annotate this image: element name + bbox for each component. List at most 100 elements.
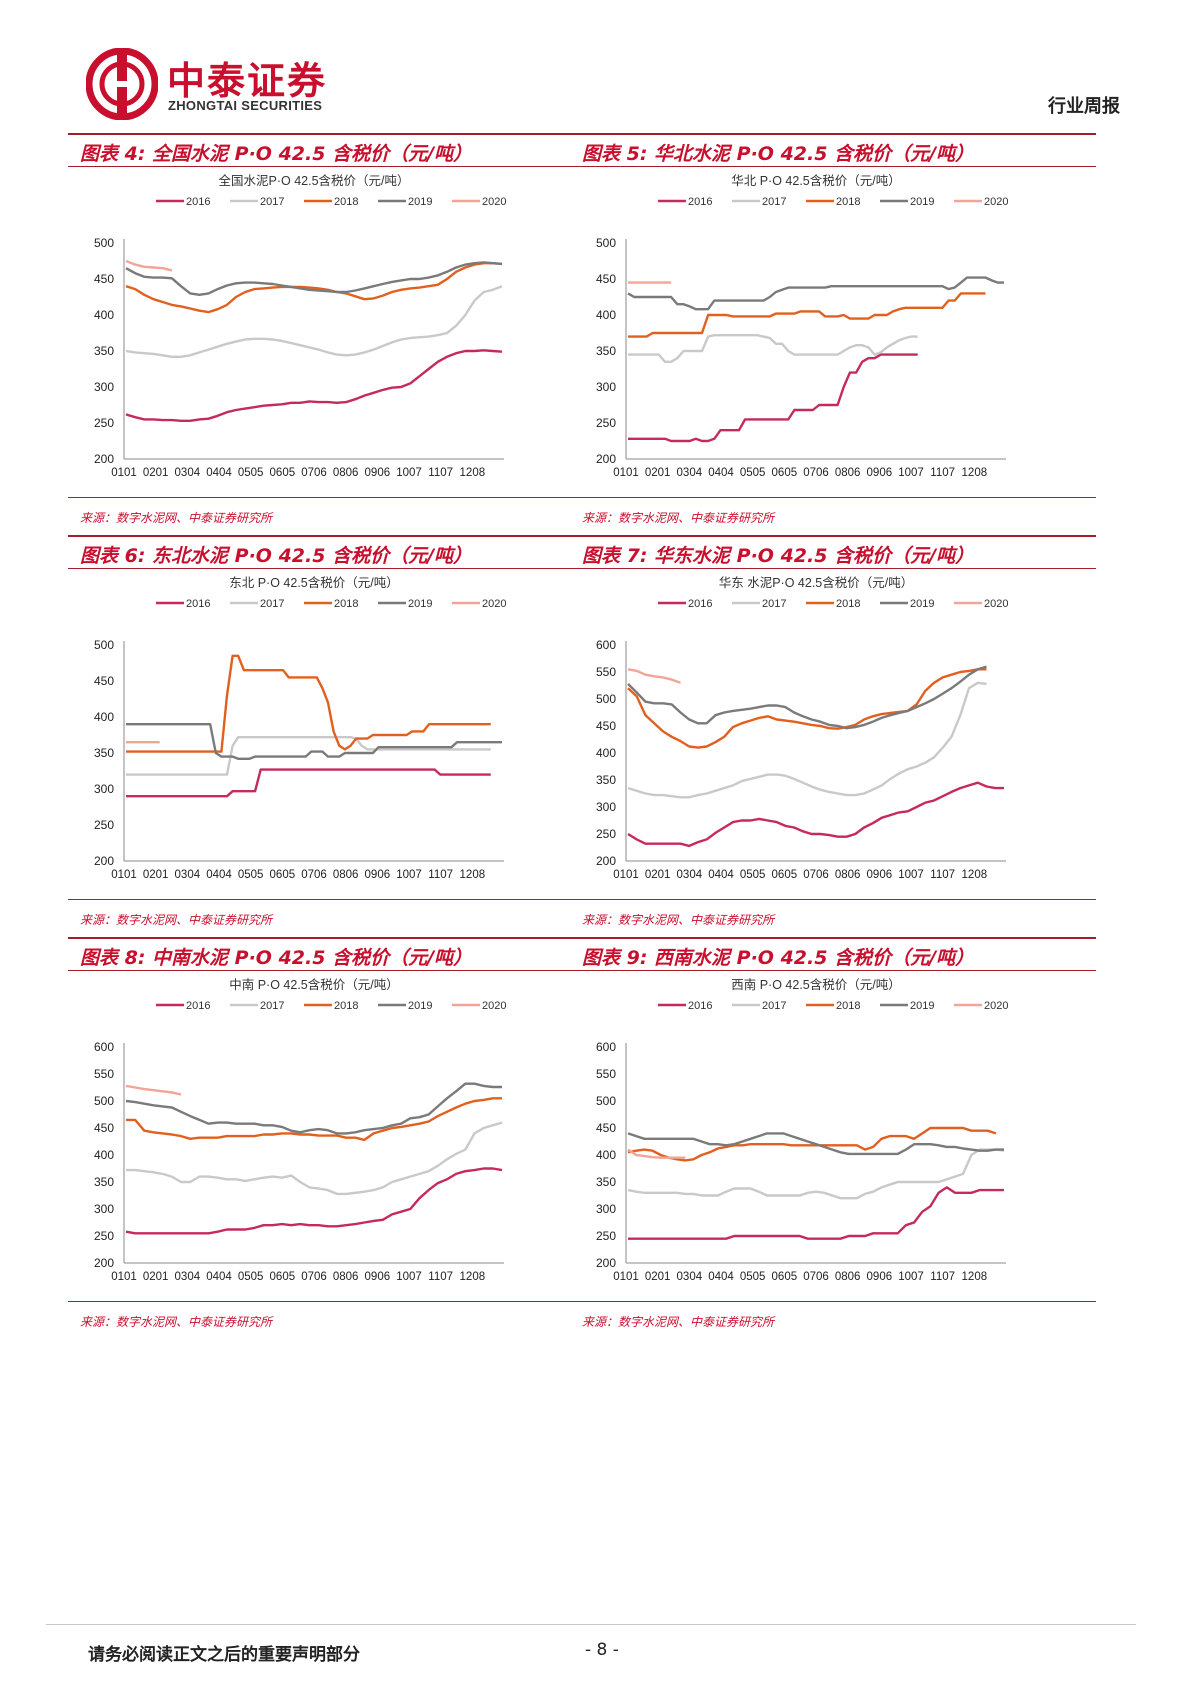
legend-label-2016: 2016: [186, 598, 210, 610]
legend-label-2017: 2017: [260, 196, 284, 208]
source-note: 来源：数字水泥网、中泰证券研究所: [80, 511, 273, 525]
source-divider: [570, 899, 1096, 900]
panel-title: 图表 9: 西南水泥 P·O 42.5 含税价（元/吨）: [582, 947, 975, 969]
x-tick-label: 0706: [803, 869, 829, 881]
series-line-2016: [628, 1186, 1004, 1240]
x-tick-label: 0505: [238, 869, 264, 881]
y-tick-label: 600: [596, 638, 616, 652]
legend-label-2018: 2018: [836, 598, 860, 610]
x-tick-label: 1107: [428, 467, 453, 479]
brand-name-cn: 中泰证券: [167, 59, 328, 103]
legend-label-2017: 2017: [260, 1000, 284, 1012]
y-tick-label: 250: [94, 1229, 114, 1243]
x-tick-label: 0806: [333, 869, 359, 881]
legend-label-2020: 2020: [984, 196, 1008, 208]
y-tick-label: 400: [94, 308, 114, 322]
x-tick-label: 1007: [898, 467, 924, 479]
x-tick-label: 1208: [962, 467, 988, 479]
source-divider: [570, 497, 1096, 498]
x-tick-label: 0201: [143, 869, 169, 881]
x-tick-label: 1208: [962, 869, 988, 881]
legend-label-2020: 2020: [984, 1000, 1008, 1012]
legend-label-2016: 2016: [186, 1000, 210, 1012]
x-tick-label: 0304: [677, 869, 703, 881]
x-tick-label: 0505: [238, 467, 264, 479]
y-tick-label: 200: [596, 1256, 616, 1270]
y-tick-label: 450: [94, 272, 114, 286]
x-tick-label: 0201: [143, 467, 169, 479]
legend-label-2019: 2019: [910, 598, 934, 610]
x-tick-label: 0906: [365, 1271, 391, 1283]
x-tick-label: 0706: [803, 1271, 829, 1283]
x-tick-label: 0404: [708, 1271, 734, 1283]
panel-title: 图表 8: 中南水泥 P·O 42.5 含税价（元/吨）: [80, 947, 473, 969]
x-tick-label: 1208: [460, 1271, 486, 1283]
source-note: 来源：数字水泥网、中泰证券研究所: [582, 511, 775, 525]
y-tick-label: 550: [94, 1067, 114, 1081]
x-tick-label: 0201: [645, 467, 671, 479]
y-tick-label: 300: [94, 380, 114, 394]
source-note: 来源：数字水泥网、中泰证券研究所: [80, 1315, 273, 1329]
y-tick-label: 500: [94, 1094, 114, 1108]
panel-title-bar: 图表 5: 华北水泥 P·O 42.5 含税价（元/吨）: [570, 133, 1096, 167]
x-tick-label: 0101: [613, 869, 639, 881]
x-tick-label: 0304: [175, 1271, 201, 1283]
chart-panel-north: 图表 5: 华北水泥 P·O 42.5 含税价（元/吨） 华北 P·O 42.5…: [570, 133, 1096, 543]
y-tick-label: 400: [94, 1148, 114, 1162]
x-tick-label: 0806: [333, 467, 359, 479]
line-chart-central-south: 中南 P·O 42.5含税价（元/吨） 2016 2017 2018 2019 2020 2…: [94, 977, 507, 1283]
y-tick-label: 250: [94, 416, 114, 430]
y-tick-label: 500: [94, 236, 114, 250]
legend-label-2018: 2018: [836, 1000, 860, 1012]
legend-label-2020: 2020: [984, 598, 1008, 610]
x-tick-label: 1208: [460, 467, 486, 479]
line-chart-national: 全国水泥P·O 42.5含税价（元/吨） 2016 2017 2018 2019 2020…: [94, 173, 507, 479]
x-tick-label: 0304: [175, 869, 201, 881]
series-line-2018: [628, 292, 986, 338]
series-line-2018: [125, 261, 503, 314]
y-tick-label: 350: [94, 344, 114, 358]
source-note: 来源：数字水泥网、中泰证券研究所: [582, 913, 775, 927]
y-tick-label: 400: [596, 1148, 616, 1162]
page-header: 中泰证券 ZHONGTAI SECURITIES 行业周报: [0, 0, 1200, 140]
panel-title-bar: 图表 6: 东北水泥 P·O 42.5 含税价（元/吨）: [68, 535, 594, 569]
panel-title-bar: 图表 9: 西南水泥 P·O 42.5 含税价（元/吨）: [570, 937, 1096, 971]
y-tick-label: 200: [596, 452, 616, 466]
series-line-2017: [628, 333, 918, 364]
x-tick-label: 1007: [898, 1271, 924, 1283]
legend-label-2018: 2018: [334, 1000, 358, 1012]
legend-label-2020: 2020: [482, 1000, 506, 1012]
line-chart-north: 华北 P·O 42.5含税价（元/吨） 2016 2017 2018 2019 2020 2…: [596, 173, 1009, 479]
panel-title-bar: 图表 7: 华东水泥 P·O 42.5 含税价（元/吨）: [570, 535, 1096, 569]
x-tick-label: 1007: [396, 1271, 422, 1283]
y-tick-label: 250: [596, 827, 616, 841]
series-line-2016: [628, 353, 918, 443]
y-tick-label: 300: [596, 1202, 616, 1216]
chart-panel-northeast: 图表 6: 东北水泥 P·O 42.5 含税价（元/吨） 东北 P·O 42.5…: [68, 535, 594, 945]
x-tick-label: 0304: [175, 467, 201, 479]
x-tick-label: 0201: [645, 1271, 671, 1283]
series-line-2020: [125, 1084, 182, 1096]
x-tick-label: 0201: [645, 869, 671, 881]
x-tick-label: 0706: [803, 467, 829, 479]
y-tick-label: 200: [94, 1256, 114, 1270]
x-tick-label: 0605: [772, 869, 798, 881]
x-tick-label: 0505: [740, 1271, 766, 1283]
legend-label-2019: 2019: [408, 598, 432, 610]
y-tick-label: 250: [596, 1229, 616, 1243]
zhongtai-logo-icon: [86, 48, 158, 120]
chart-title: 东北 P·O 42.5含税价（元/吨）: [229, 575, 398, 590]
y-tick-label: 200: [596, 854, 616, 868]
panel-title: 图表 5: 华北水泥 P·O 42.5 含税价（元/吨）: [582, 143, 975, 165]
legend-label-2017: 2017: [260, 598, 284, 610]
panel-title: 图表 7: 华东水泥 P·O 42.5 含税价（元/吨）: [582, 545, 975, 567]
report-type-label: 行业周报: [1048, 96, 1120, 117]
chart-title: 中南 P·O 42.5含税价（元/吨）: [229, 977, 398, 992]
x-tick-label: 1007: [396, 467, 422, 479]
panel-title: 图表 4: 全国水泥 P·O 42.5 含税价（元/吨）: [80, 143, 473, 165]
x-tick-label: 0605: [270, 1271, 296, 1283]
y-tick-label: 250: [94, 818, 114, 832]
x-tick-label: 0806: [835, 467, 861, 479]
chart-panel-southwest: 图表 9: 西南水泥 P·O 42.5 含税价（元/吨） 西南 P·O 42.5…: [570, 937, 1096, 1347]
series-line-2016: [126, 768, 491, 798]
